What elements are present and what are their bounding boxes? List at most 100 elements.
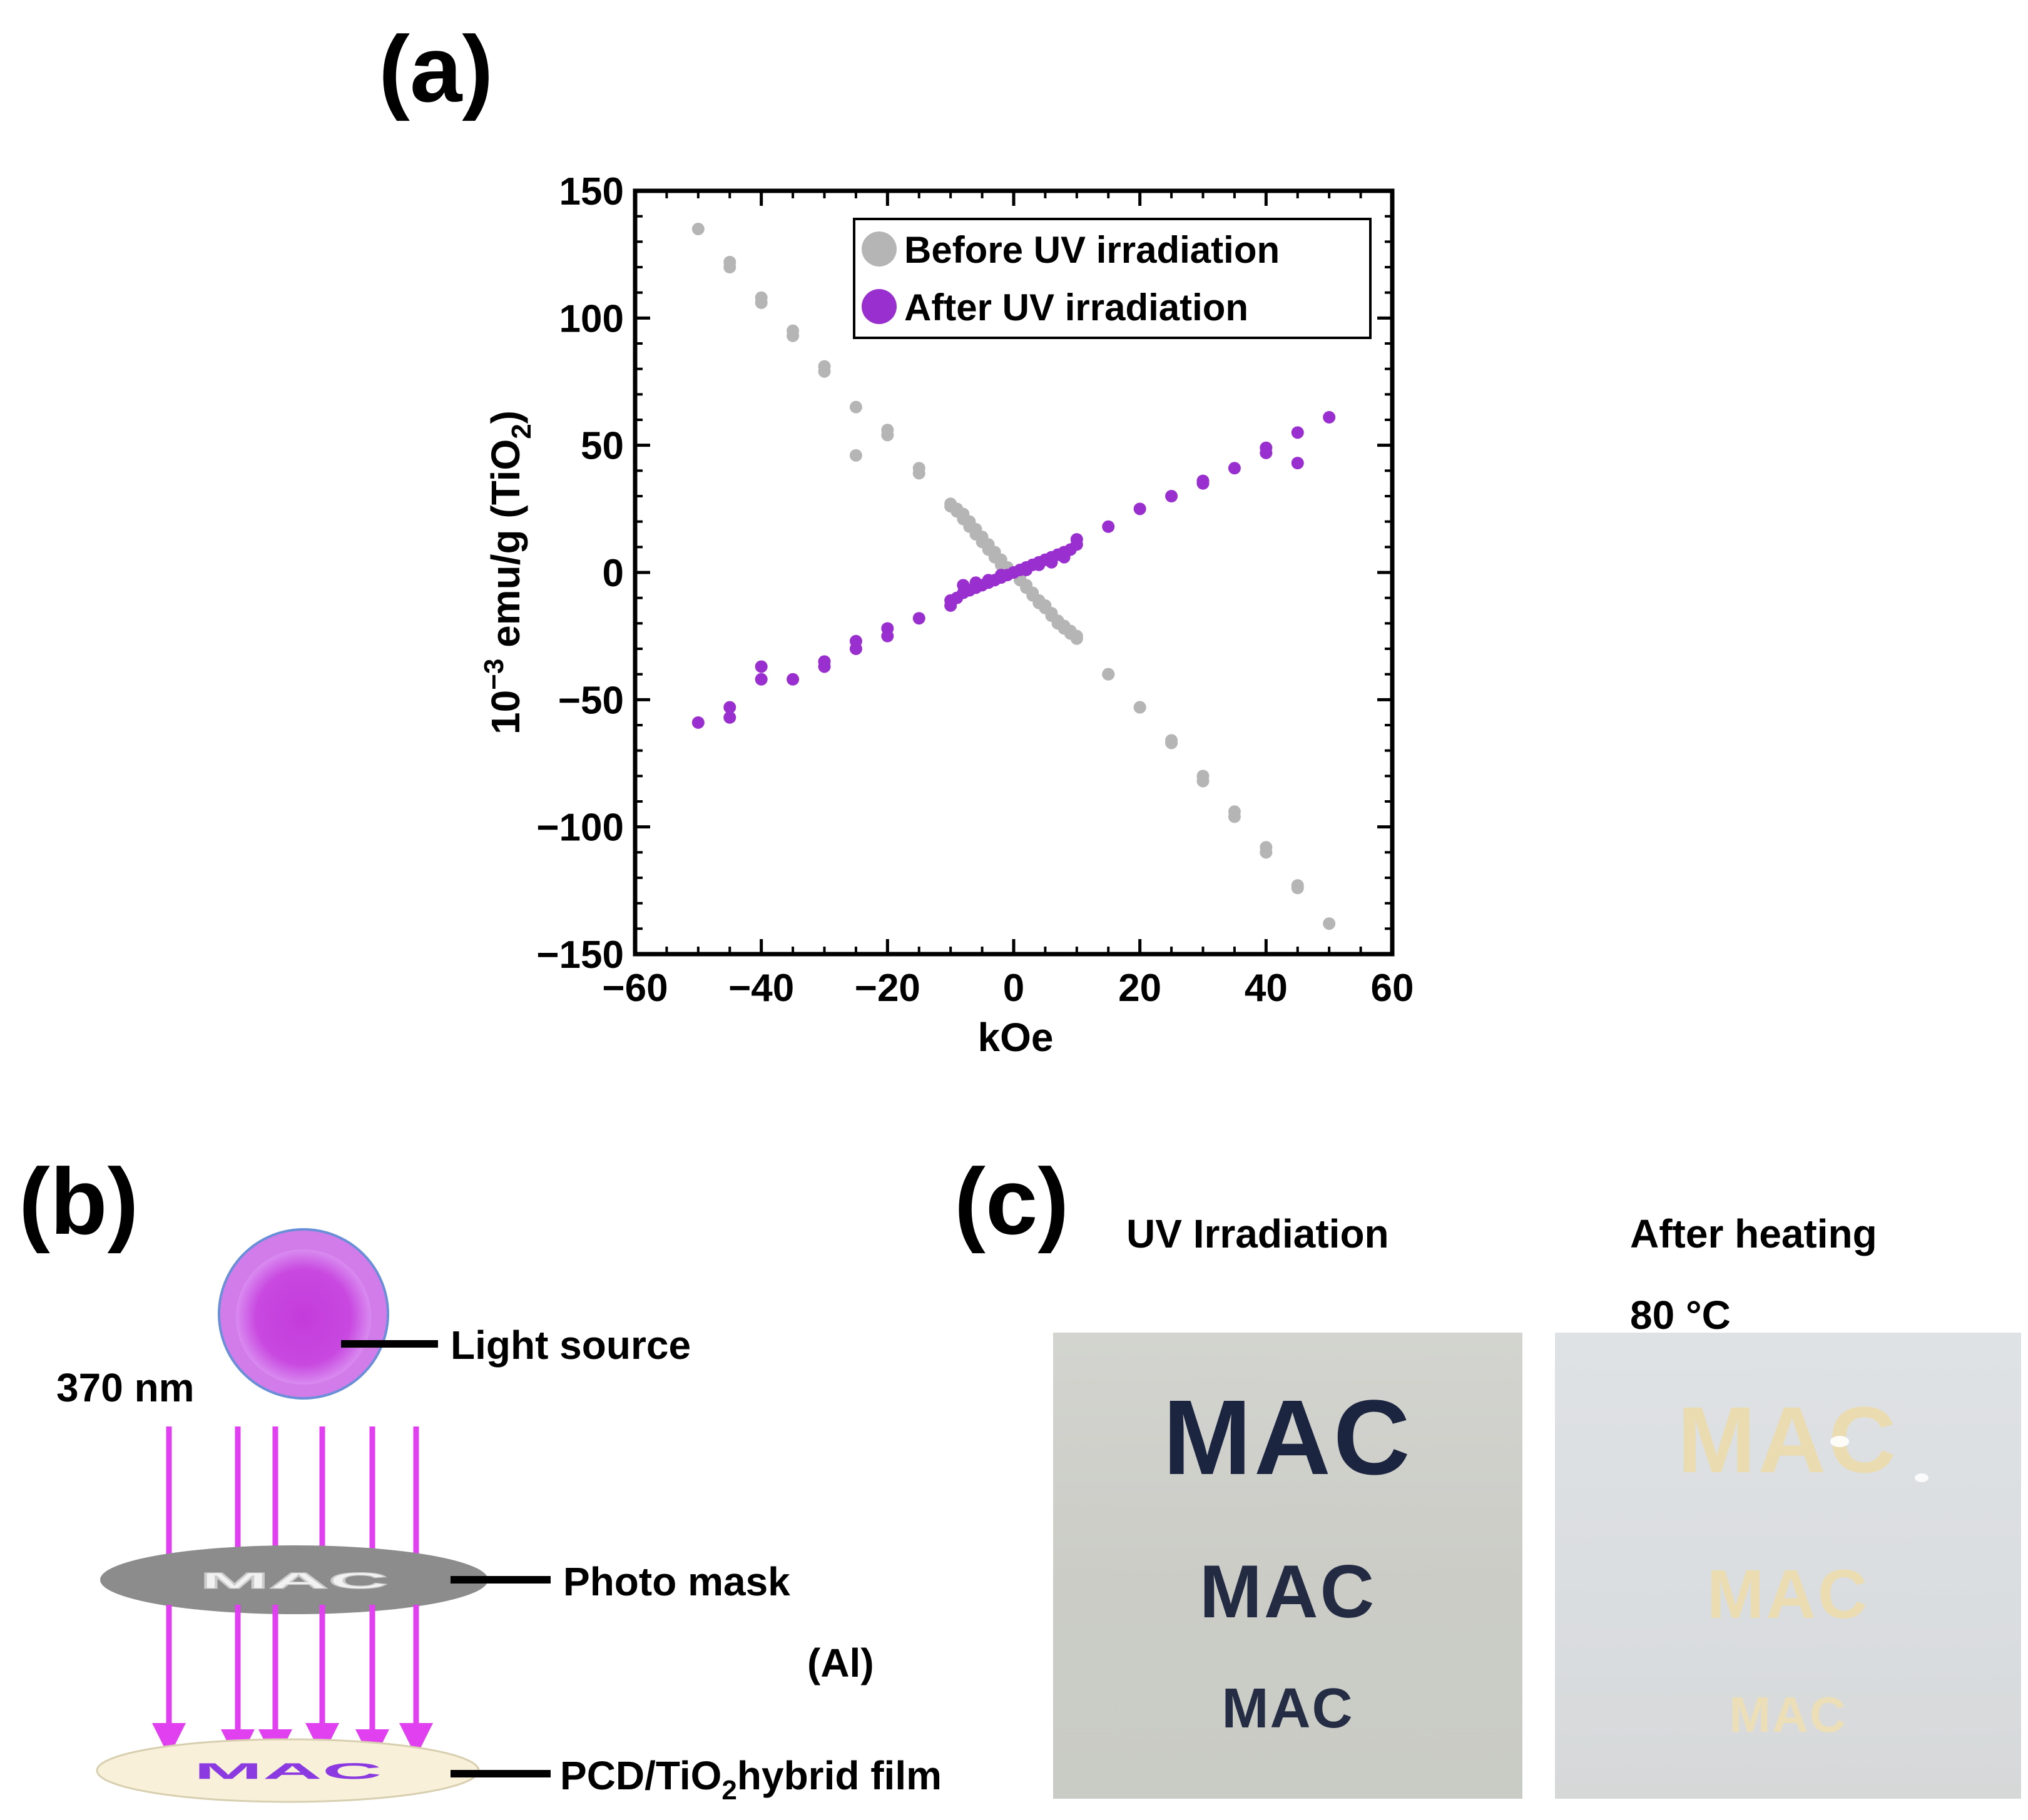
before-uv-point bbox=[787, 329, 800, 342]
after-uv-point bbox=[982, 574, 995, 587]
x-axis-label: kOe bbox=[978, 1015, 1054, 1060]
after-uv-point bbox=[723, 701, 736, 714]
legend-marker bbox=[862, 231, 897, 267]
after-uv-point bbox=[881, 622, 894, 635]
photo-text-large: MAC bbox=[1163, 1378, 1413, 1497]
after-uv-point bbox=[818, 655, 831, 668]
after-uv-point bbox=[1228, 462, 1241, 475]
before-uv-point bbox=[755, 296, 768, 309]
after-uv-point bbox=[1070, 533, 1083, 546]
x-tick-label: 20 bbox=[1118, 967, 1161, 1010]
hybrid-film bbox=[96, 1738, 480, 1803]
before-uv-point bbox=[1260, 846, 1273, 859]
after-uv-point bbox=[1196, 477, 1210, 490]
film-label: PCD/TiO2hybrid film bbox=[560, 1753, 942, 1806]
faded-text-small: MAC bbox=[1729, 1687, 1847, 1742]
after-uv-point bbox=[1291, 457, 1304, 470]
before-uv-point bbox=[881, 429, 894, 442]
after-uv-point bbox=[723, 711, 736, 724]
y-axis-label: 10−3 emu/g (TiO2) bbox=[479, 410, 537, 735]
legend-label: After UV irradiation bbox=[904, 287, 1248, 328]
glare-spot bbox=[1915, 1473, 1929, 1482]
legend-marker bbox=[862, 289, 897, 324]
after-uv-point bbox=[1133, 502, 1146, 516]
y-tick-label: 150 bbox=[559, 170, 624, 213]
light-source-icon bbox=[218, 1228, 389, 1400]
x-tick-label: −60 bbox=[602, 967, 668, 1010]
before-uv-point bbox=[912, 467, 925, 480]
before-uv-point bbox=[849, 449, 862, 462]
y-tick-label: 100 bbox=[559, 297, 624, 340]
photo-text-small: MAC bbox=[1221, 1677, 1354, 1740]
y-tick-label: 0 bbox=[603, 552, 624, 595]
uv-arrows-lower bbox=[152, 1605, 433, 1763]
faded-text-large: MAC bbox=[1677, 1387, 1899, 1492]
before-uv-point bbox=[1196, 775, 1210, 788]
after-uv-point bbox=[849, 634, 862, 648]
film-text: MAC bbox=[194, 1758, 382, 1784]
y-tick-label: −50 bbox=[558, 679, 624, 722]
y-tick-label: −100 bbox=[536, 806, 624, 850]
after-uv-point bbox=[787, 673, 800, 686]
photo-text-medium: MAC bbox=[1199, 1550, 1377, 1634]
before-uv-point bbox=[849, 400, 862, 414]
after-uv-point bbox=[912, 612, 925, 625]
after-uv-point bbox=[1020, 563, 1033, 576]
x-tick-label: 60 bbox=[1371, 967, 1414, 1010]
mh-scatter-chart: −60 −40 −20 0 20 40 60 −150 −100 −50 0 50 100 150 Bef… bbox=[479, 170, 1414, 1060]
x-tick-label: −20 bbox=[855, 967, 920, 1010]
uv-irradiated-film-photo: MAC MAC MAC bbox=[1053, 1333, 1522, 1799]
after-uv-point bbox=[755, 660, 768, 673]
panel-b-label: (b) bbox=[19, 1149, 139, 1254]
after-uv-point bbox=[957, 579, 970, 592]
before-uv-point bbox=[818, 365, 831, 378]
after-uv-point bbox=[1291, 426, 1304, 439]
legend-box bbox=[853, 218, 1372, 339]
faded-text-medium: MAC bbox=[1706, 1556, 1870, 1633]
mask-material-label: (Al) bbox=[807, 1640, 874, 1685]
wavelength-label: 370 nm bbox=[56, 1365, 195, 1410]
mask-text: MAC bbox=[200, 1568, 389, 1594]
before-uv-point bbox=[1291, 882, 1304, 895]
panel-a-label: (a) bbox=[379, 16, 494, 121]
after-uv-point bbox=[1057, 551, 1071, 564]
light-source-core bbox=[236, 1249, 371, 1385]
legend-label: Before UV irradiation bbox=[904, 229, 1280, 271]
before-uv-point bbox=[723, 261, 736, 273]
after-uv-point bbox=[755, 673, 768, 686]
axis-ticks: −60 −40 −20 0 20 40 60 −150 −100 −50 0 50 100 150 bbox=[536, 170, 1414, 1010]
after-heating-caption: After heating bbox=[1630, 1211, 1877, 1256]
after-uv-point bbox=[969, 576, 982, 589]
photo-mask-label: Photo mask bbox=[563, 1559, 790, 1604]
panel-c-label: (c) bbox=[954, 1149, 1069, 1254]
after-uv-point bbox=[1102, 520, 1115, 533]
y-tick-label: 50 bbox=[581, 425, 624, 468]
light-source-label: Light source bbox=[451, 1323, 691, 1368]
before-uv-point bbox=[691, 223, 705, 235]
x-tick-label: −40 bbox=[728, 967, 794, 1010]
after-uv-point bbox=[1260, 441, 1273, 454]
after-uv-point bbox=[1032, 558, 1046, 571]
before-uv-point bbox=[1323, 917, 1336, 930]
x-tick-label: 0 bbox=[1003, 967, 1024, 1010]
data-points bbox=[691, 223, 1336, 930]
x-tick-label: 40 bbox=[1245, 967, 1288, 1010]
before-uv-point bbox=[1133, 701, 1146, 714]
before-uv-point bbox=[1228, 810, 1241, 823]
heated-film-photo: MAC MAC MAC bbox=[1555, 1333, 2021, 1799]
uv-arrows-upper bbox=[166, 1426, 419, 1561]
after-uv-point bbox=[994, 569, 1007, 582]
heating-temperature: 80 °C bbox=[1630, 1293, 1731, 1338]
after-uv-point bbox=[1045, 556, 1058, 569]
before-uv-point bbox=[1102, 668, 1115, 681]
after-uv-point bbox=[1165, 490, 1178, 502]
before-uv-point bbox=[1165, 736, 1178, 750]
after-uv-point bbox=[691, 716, 705, 729]
y-tick-label: −150 bbox=[536, 933, 624, 977]
uv-irradiation-caption: UV Irradiation bbox=[1126, 1211, 1389, 1256]
after-uv-point bbox=[1323, 410, 1336, 424]
before-uv-point bbox=[1070, 629, 1083, 643]
glare-spot bbox=[1830, 1436, 1849, 1447]
legend: Before UV irradiation After UV irradiatio… bbox=[853, 218, 1372, 339]
photo-mask bbox=[100, 1545, 488, 1614]
